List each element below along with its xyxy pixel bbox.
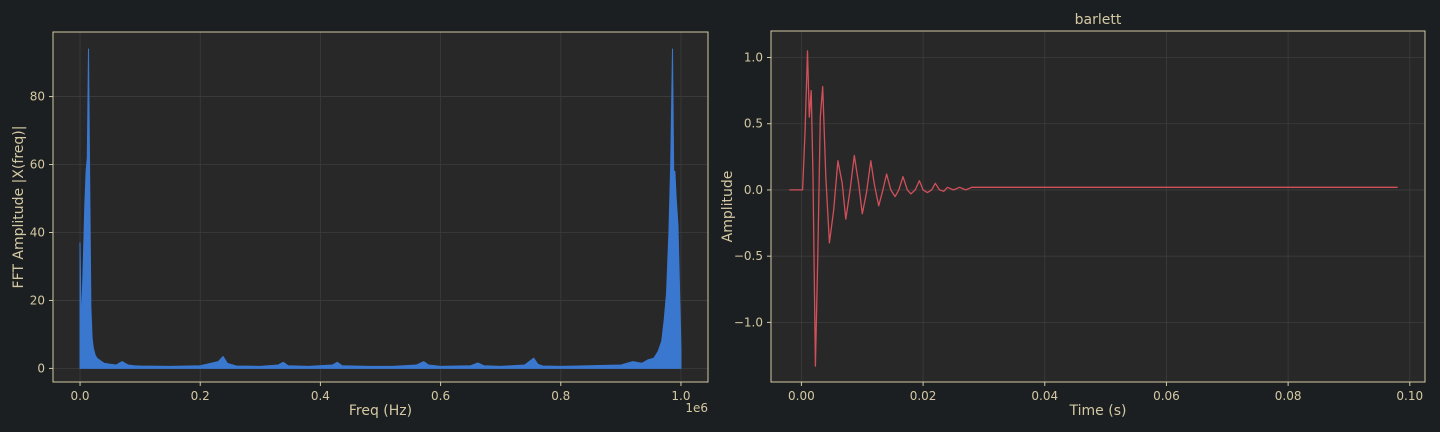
- y-tick-label: 0.5: [744, 117, 763, 131]
- x-tick-label: 0.8: [551, 389, 570, 403]
- x-tick-label: 0.0: [70, 389, 89, 403]
- fft-chart: 0.0 0.2 0.4 0.6 0.8 1.0 0 20 40 60 80 Freq (Hz) FFT …: [11, 31, 709, 419]
- y-tick-label: 80: [30, 90, 45, 104]
- axes-frame: [52, 31, 709, 383]
- plot-area: [53, 32, 708, 382]
- amplitude-line: [789, 50, 1398, 367]
- x-tick-label: 0.00: [788, 389, 815, 403]
- x-tick-label: 0.08: [1275, 389, 1302, 403]
- plot-area: [771, 31, 1425, 382]
- y-tick-label: 60: [30, 158, 45, 172]
- x-axis-label: Freq (Hz): [349, 403, 412, 419]
- x-tick-label: 0.4: [311, 389, 330, 403]
- x-tick-label: 0.04: [1031, 389, 1058, 403]
- x-tick-label: 1.0: [671, 389, 690, 403]
- y-axis-label: FFT Amplitude |X(freq)|: [11, 126, 27, 289]
- x-axis-label: Time (s): [1069, 403, 1127, 419]
- x-offset-text: 1e6: [685, 401, 708, 415]
- y-tick-label: 0.0: [744, 183, 763, 197]
- y-tick-label: 1.0: [744, 50, 763, 64]
- x-tick-label: 0.06: [1153, 389, 1180, 403]
- y-tick-label: 40: [30, 225, 45, 239]
- x-tick-label: 0.2: [191, 389, 210, 403]
- y-tick-label: 0: [37, 361, 45, 375]
- x-tick-label: 0.6: [431, 389, 450, 403]
- x-tick-label: 0.10: [1396, 389, 1423, 403]
- y-tick-label: −1.0: [734, 315, 763, 329]
- fft-amplitude-area: [79, 48, 682, 369]
- y-axis-label: Amplitude: [720, 171, 736, 243]
- axes-frame: [770, 30, 1426, 383]
- y-tick-label: 20: [30, 293, 45, 307]
- x-tick-label: 0.02: [910, 389, 937, 403]
- y-tick-label: −0.5: [734, 249, 763, 263]
- time-chart: 0.00 0.02 0.04 0.06 0.08 0.10 −1.0 −0.5 0.0 0.5 1.…: [720, 12, 1426, 419]
- chart-title: barlett: [1075, 12, 1122, 28]
